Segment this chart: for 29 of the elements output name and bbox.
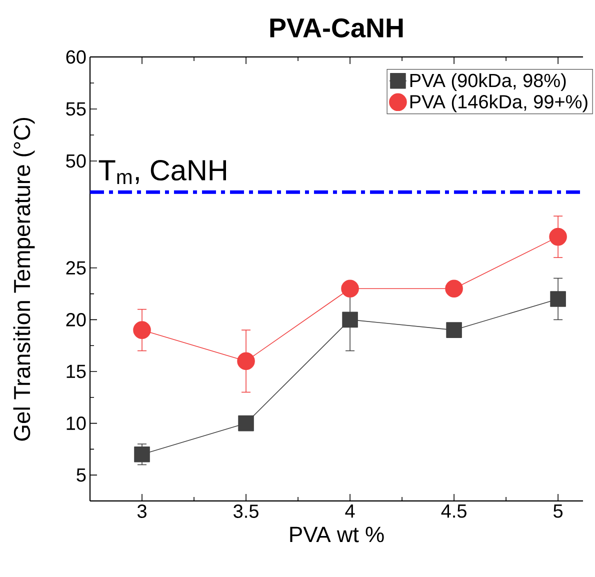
x-tick-label: 3: [137, 504, 146, 518]
x-tick-label: 4.5: [441, 504, 466, 518]
y-tick-label: 15: [66, 364, 86, 378]
point: [549, 228, 567, 246]
y-tick-label: 60: [66, 50, 86, 64]
x-tick-label: 3.5: [234, 504, 258, 518]
y-tick-label: 5: [76, 468, 86, 482]
point: [237, 352, 255, 370]
y-tick-label: 50: [66, 154, 86, 168]
point: [133, 321, 151, 339]
y-tick-label: 20: [66, 312, 86, 326]
x-tick-label: 4: [345, 504, 355, 518]
point: [550, 291, 566, 307]
y-tick-label: 25: [66, 261, 86, 275]
point: [134, 446, 150, 462]
x-axis-title: PVA wt %: [290, 526, 384, 542]
ref-line-label: T$_{m}$, CaNH: [98, 160, 226, 184]
y-tick-label: 55: [66, 102, 86, 116]
point: [238, 415, 254, 432]
point: [445, 280, 463, 298]
y-axis-title: Gel Transition Temperature (°C): [13, 118, 35, 441]
x-tick-label: 5: [554, 504, 563, 518]
chart-title: PVA-CaNH: [270, 18, 403, 38]
legend-label: PVA (146kDa, 99+%): [410, 94, 588, 112]
y-tick-label: 10: [66, 416, 86, 430]
point: [446, 322, 462, 338]
point: [341, 280, 359, 298]
legend-label: PVA (90kDa, 98%): [410, 73, 566, 91]
point: [342, 312, 358, 328]
